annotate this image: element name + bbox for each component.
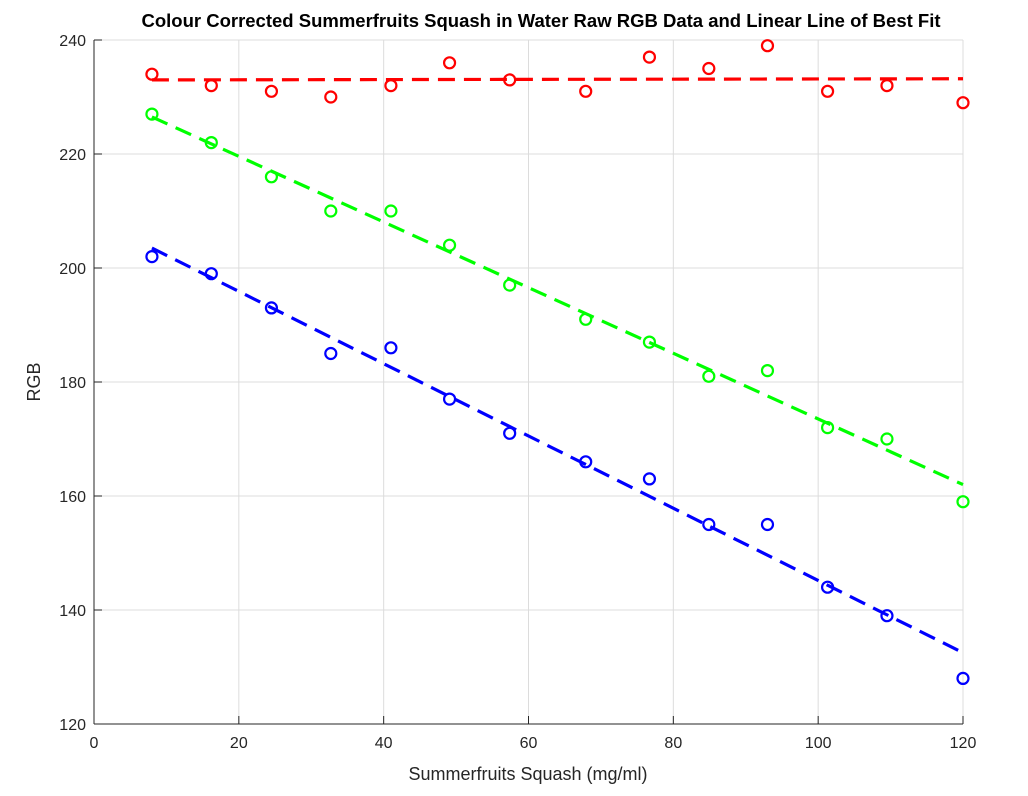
data-point-series-3	[820, 580, 835, 594]
data-point-series-2	[956, 495, 970, 509]
data-point-series-3	[880, 609, 894, 623]
data-point-series-1	[145, 67, 159, 81]
data-point-series-1	[503, 73, 517, 87]
data-point-series-1	[880, 78, 894, 93]
data-point-series-2	[145, 107, 159, 121]
data-point-series-1	[760, 39, 775, 53]
data-point-series-3	[760, 517, 775, 532]
x-axis-label: Summerfruits Squash (mg/ml)	[408, 764, 647, 784]
y-axis-label: RGB	[24, 362, 44, 401]
data-point-series-2	[503, 278, 517, 292]
data-point-series-1	[204, 78, 218, 93]
data-point-series-3	[503, 426, 517, 440]
data-point-series-2	[642, 335, 657, 349]
data-point-series-2	[324, 204, 338, 218]
data-point-series-2	[880, 432, 894, 446]
data-point-series-3	[264, 301, 279, 315]
data-point-series-1	[384, 78, 398, 93]
data-point-series-3	[384, 341, 398, 355]
y-tick-label: 200	[59, 261, 86, 278]
x-tick-label: 40	[375, 735, 393, 752]
data-point-series-2	[702, 369, 716, 383]
y-tick-label: 160	[59, 489, 86, 506]
data-point-series-1	[579, 84, 593, 98]
y-tick-label: 240	[59, 33, 86, 50]
data-point-series-1	[820, 84, 835, 98]
data-point-series-2	[204, 136, 218, 150]
y-tick-label: 120	[59, 717, 86, 734]
data-point-series-2	[264, 170, 279, 184]
data-point-series-3	[204, 267, 218, 281]
data-point-series-3	[324, 346, 338, 361]
data-point-series-1	[264, 84, 279, 98]
tick-labels: 0 20 40 60 80 100 120 120 140 160 180 200 220 240	[59, 33, 976, 752]
y-tick-label: 140	[59, 603, 86, 620]
x-tick-label: 60	[520, 735, 538, 752]
fit-line-series-2	[151, 115, 964, 487]
x-tick-label: 0	[90, 735, 99, 752]
x-tick-label: 80	[664, 735, 682, 752]
data-point-series-3	[956, 671, 970, 686]
data-points	[145, 39, 970, 686]
x-tick-label: 100	[805, 735, 832, 752]
data-point-series-1	[702, 61, 716, 76]
data-point-series-3	[702, 517, 716, 532]
data-point-series-1	[442, 56, 457, 70]
data-point-series-2	[820, 421, 835, 435]
data-point-series-3	[642, 472, 657, 486]
data-point-series-3	[579, 455, 593, 469]
chart-title: Colour Corrected Summerfruits Squash in …	[141, 10, 940, 31]
x-tick-label: 120	[950, 735, 977, 752]
fit-line-series-3	[151, 246, 964, 655]
data-point-series-3	[442, 392, 457, 406]
axes	[93, 39, 964, 725]
fit-line-series-1	[151, 77, 964, 82]
y-tick-label: 180	[59, 375, 86, 392]
data-point-series-3	[145, 250, 159, 264]
data-point-series-2	[442, 238, 457, 252]
data-point-series-1	[324, 90, 338, 104]
data-point-series-2	[384, 204, 398, 218]
x-tick-label: 20	[230, 735, 248, 752]
data-point-series-1	[642, 50, 657, 64]
y-tick-label: 220	[59, 147, 86, 164]
data-point-series-2	[760, 364, 775, 378]
fit-lines	[151, 77, 964, 655]
data-point-series-1	[956, 96, 970, 110]
data-point-series-2	[579, 312, 593, 326]
